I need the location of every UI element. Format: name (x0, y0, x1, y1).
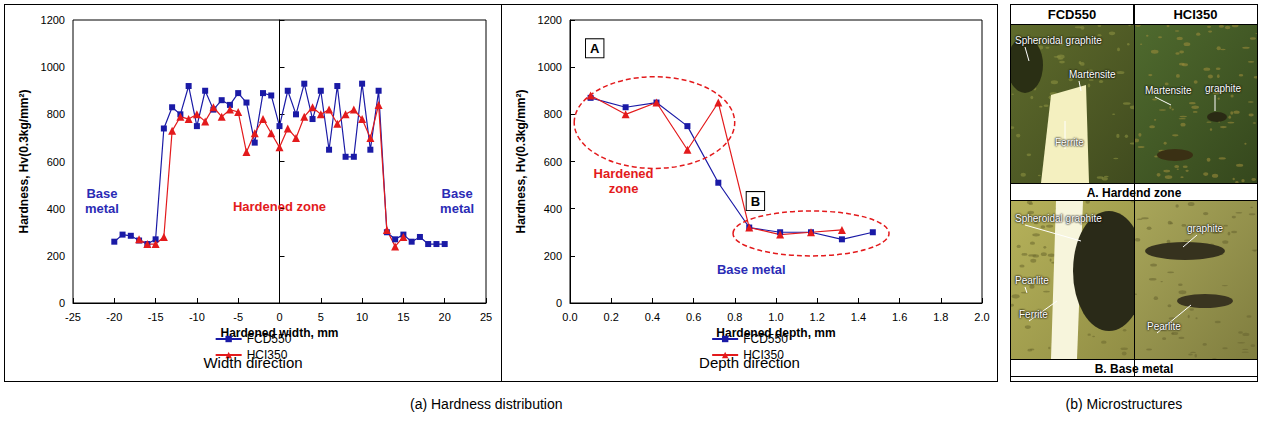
svg-text:Width direction: Width direction (203, 354, 302, 371)
html-text:(a) Hardness distribution: (a) Hardness distribution (410, 396, 563, 412)
svg-text:-25: -25 (65, 311, 81, 323)
svg-text:0.4: 0.4 (645, 311, 660, 323)
svg-text:FCD550: FCD550 (247, 332, 292, 346)
svg-text:0.0: 0.0 (562, 311, 577, 323)
svg-text:0.8: 0.8 (727, 311, 742, 323)
svg-text:1.2: 1.2 (810, 311, 825, 323)
svg-text:1.4: 1.4 (851, 311, 866, 323)
svg-text:1200: 1200 (41, 14, 65, 26)
svg-text:Hardened depth, mm: Hardened depth, mm (716, 326, 836, 340)
svg-text:1200: 1200 (538, 14, 562, 26)
svg-text:zone: zone (609, 181, 639, 196)
html-text:HCI350: HCI350 (1173, 7, 1218, 22)
html-text:Pearlite: Pearlite (1015, 275, 1049, 286)
svg-text:metal: metal (85, 201, 119, 216)
svg-text:0.6: 0.6 (686, 311, 701, 323)
svg-text:Base: Base (86, 186, 117, 201)
svg-text:400: 400 (47, 203, 65, 215)
svg-text:Hardened: Hardened (594, 166, 654, 181)
svg-text:A: A (590, 41, 600, 56)
svg-text:15: 15 (397, 311, 409, 323)
svg-text:Hardened width, mm: Hardened width, mm (220, 326, 339, 340)
svg-text:-5: -5 (233, 311, 243, 323)
html-text:Spheroidal graphite: Spheroidal graphite (1015, 213, 1102, 224)
svg-text:800: 800 (47, 108, 65, 120)
svg-text:1.0: 1.0 (768, 311, 783, 323)
svg-text:600: 600 (47, 156, 65, 168)
html-text:A. Hardend zone: A. Hardend zone (1086, 186, 1182, 200)
svg-text:200: 200 (47, 250, 65, 262)
svg-text:Base: Base (442, 186, 473, 201)
svg-text:0: 0 (59, 297, 65, 309)
svg-text:1000: 1000 (538, 61, 562, 73)
svg-text:0.2: 0.2 (604, 311, 619, 323)
html-text:Spheroidal graphite: Spheroidal graphite (1015, 35, 1102, 46)
html-text:Pearlite: Pearlite (1147, 321, 1181, 332)
svg-text:B: B (751, 194, 760, 209)
html-text:Ferrite: Ferrite (1055, 137, 1084, 148)
svg-text:Base metal: Base metal (717, 262, 786, 277)
svg-text:Hardened zone: Hardened zone (233, 199, 326, 214)
svg-text:5: 5 (318, 311, 324, 323)
html-text:graphite: graphite (1187, 223, 1224, 234)
svg-text:2.0: 2.0 (974, 311, 989, 323)
svg-text:1.6: 1.6 (892, 311, 907, 323)
html-text:FCD550: FCD550 (1047, 7, 1097, 22)
svg-text:25: 25 (480, 311, 492, 323)
svg-text:Depth direction: Depth direction (699, 354, 800, 371)
svg-text:0: 0 (556, 297, 562, 309)
svg-text:Hardness, Hv(0.3kg/mm²): Hardness, Hv(0.3kg/mm²) (514, 89, 528, 233)
svg-text:600: 600 (544, 156, 562, 168)
html-text:(b) Microstructures: (b) Microstructures (1065, 396, 1183, 412)
svg-text:10: 10 (356, 311, 368, 323)
svg-text:metal: metal (440, 201, 474, 216)
svg-text:200: 200 (544, 250, 562, 262)
svg-text:1.8: 1.8 (933, 311, 948, 323)
html-text:Ferrite: Ferrite (1019, 309, 1048, 320)
svg-text:20: 20 (439, 311, 451, 323)
svg-text:0: 0 (276, 311, 282, 323)
svg-text:1000: 1000 (41, 61, 65, 73)
html-text:graphite: graphite (1205, 83, 1242, 94)
html-text:Martensite: Martensite (1069, 69, 1116, 80)
svg-text:Hardness, Hv(0.3kg/mm²): Hardness, Hv(0.3kg/mm²) (17, 89, 31, 233)
html-text:Martensite: Martensite (1145, 85, 1192, 96)
svg-text:-15: -15 (148, 311, 164, 323)
svg-text:FCD550: FCD550 (743, 332, 788, 346)
svg-text:-10: -10 (189, 311, 205, 323)
svg-text:400: 400 (544, 203, 562, 215)
svg-text:-20: -20 (106, 311, 122, 323)
svg-text:800: 800 (544, 108, 562, 120)
html-text:B. Base metal: B. Base metal (1094, 362, 1174, 376)
